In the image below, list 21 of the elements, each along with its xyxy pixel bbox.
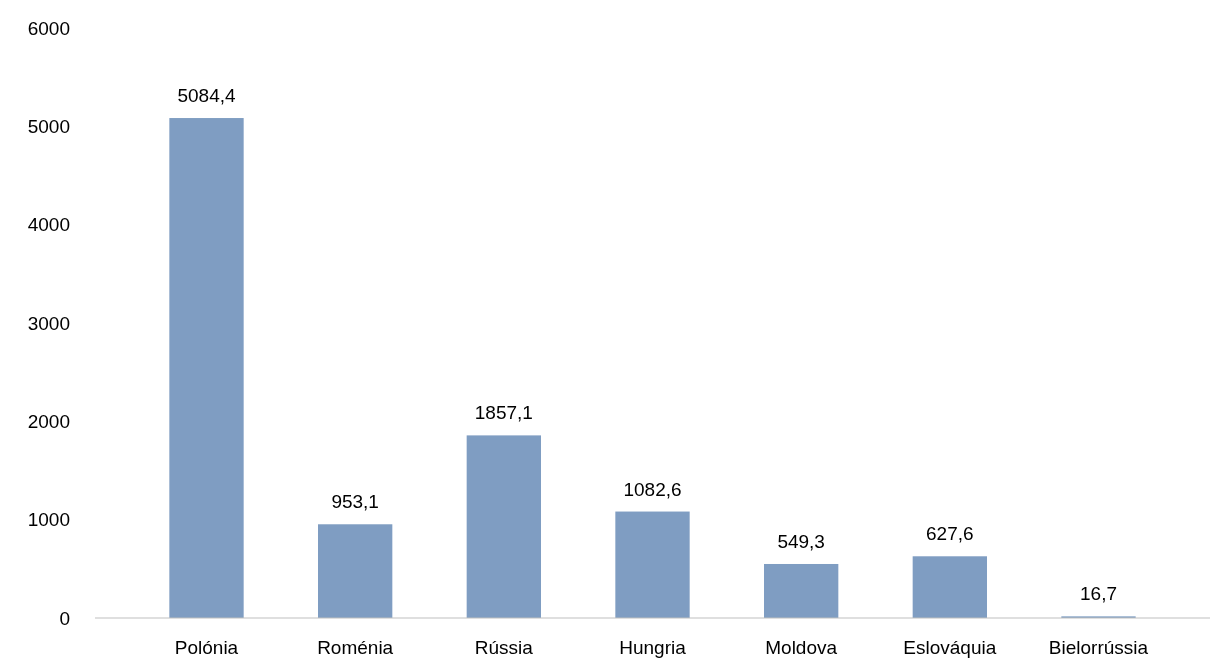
x-tick-label: Roménia — [317, 637, 394, 658]
data-label: 1857,1 — [474, 402, 533, 424]
y-tick-label: 0 — [59, 607, 70, 629]
x-tick-label: Eslováquia — [903, 637, 997, 658]
data-label: 627,6 — [926, 523, 974, 545]
data-label: 1082,6 — [623, 478, 682, 500]
y-tick-label: 2000 — [27, 410, 70, 432]
x-tick-label: Rússia — [474, 637, 534, 658]
y-tick-label: 5000 — [27, 115, 70, 137]
y-tick-label: 3000 — [27, 312, 70, 334]
x-tick-label: Polónia — [174, 637, 239, 658]
y-tick-label: 4000 — [27, 214, 70, 236]
data-label: 953,1 — [331, 491, 379, 513]
data-label: 549,3 — [777, 530, 825, 552]
data-label: 16,7 — [1080, 583, 1117, 605]
x-tick-label: Hungria — [619, 637, 687, 658]
data-label: 5084,4 — [177, 85, 236, 107]
y-tick-label: 6000 — [27, 17, 70, 39]
x-tick-label: Bielorrússia — [1048, 637, 1149, 658]
x-tick-label: Moldova — [765, 637, 838, 658]
y-tick-label: 1000 — [27, 509, 70, 531]
